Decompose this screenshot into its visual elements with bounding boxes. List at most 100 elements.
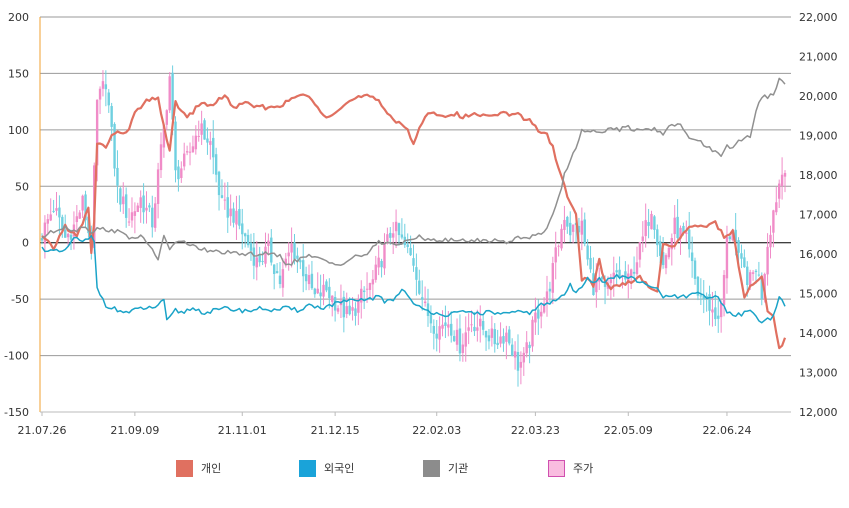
price-candle — [107, 92, 110, 106]
price-candle — [728, 236, 732, 240]
legend-item-institution[interactable]: 기관 — [423, 456, 468, 480]
price-candle — [223, 199, 227, 201]
price-candle — [217, 171, 221, 196]
legend-item-price[interactable]: 주가 — [548, 456, 593, 480]
price-candle — [412, 258, 415, 266]
price-candle — [188, 151, 192, 153]
x-tick-label: 22.05.09 — [604, 424, 653, 437]
price-candle — [229, 208, 232, 217]
price-candle — [699, 295, 703, 297]
price-candle — [124, 194, 128, 218]
legend: 개인 외국인 기관 주가 — [0, 456, 849, 480]
price-candle — [722, 274, 726, 305]
price-candle — [304, 274, 308, 282]
price-candle — [78, 212, 81, 219]
legend-swatch-individual — [176, 459, 193, 477]
price-candle — [333, 297, 337, 311]
price-candle — [551, 263, 555, 293]
x-tick-label: 21.07.26 — [18, 424, 67, 437]
price-candle — [264, 246, 267, 264]
price-candle — [542, 303, 546, 313]
price-candle — [209, 141, 212, 145]
y-right-tick-label: 12,000 — [799, 406, 838, 419]
price-candle — [769, 234, 772, 248]
price-candle — [389, 232, 392, 238]
series-line-institution — [41, 77, 786, 266]
price-candle — [368, 282, 372, 290]
price-candle — [249, 242, 253, 251]
price-candle — [302, 260, 305, 277]
price-candle — [467, 327, 470, 331]
price-candle — [586, 245, 589, 260]
price-candle — [737, 240, 740, 253]
price-candle — [328, 286, 331, 299]
price-candle — [275, 271, 279, 274]
price-candle — [290, 243, 293, 253]
price-candle — [101, 81, 105, 89]
x-tick-label: 21.11.01 — [218, 424, 267, 437]
legend-label-institution: 기관 — [448, 462, 469, 475]
price-candle — [162, 124, 166, 148]
price-candle — [598, 279, 601, 282]
price-candle — [278, 275, 282, 285]
price-candle — [682, 226, 685, 233]
price-candle — [319, 292, 322, 297]
price-candle — [452, 336, 456, 342]
price-candle — [177, 166, 180, 180]
price-candle — [351, 307, 354, 311]
price-candle — [455, 329, 459, 345]
price-candle — [510, 344, 514, 356]
price-candle — [336, 308, 340, 312]
axes: 200 150 100 50 0 -50 -100 -150 22,000 21,000 20,00… — [4, 11, 837, 437]
price-candle — [151, 207, 154, 228]
price-candle — [397, 223, 401, 236]
price-candle — [717, 315, 720, 319]
legend-label-price: 주가 — [573, 462, 594, 475]
price-candle — [130, 212, 134, 221]
price-candle — [661, 252, 665, 266]
price-candle — [342, 296, 346, 318]
price-candles — [40, 65, 787, 387]
price-candle — [751, 272, 755, 274]
price-candle — [212, 137, 215, 158]
price-candle — [423, 301, 427, 304]
price-candle — [595, 278, 598, 293]
price-candle — [313, 288, 317, 295]
price-candle — [540, 311, 543, 317]
price-candle — [61, 216, 64, 231]
legend-item-individual[interactable]: 개인 — [176, 456, 221, 480]
price-candle — [40, 237, 44, 241]
price-candle — [667, 247, 671, 258]
price-candle — [174, 121, 177, 171]
price-candle — [609, 279, 613, 284]
price-candle — [458, 328, 462, 354]
price-candle — [322, 284, 325, 297]
legend-item-foreign[interactable]: 외국인 — [299, 456, 354, 480]
price-candle — [95, 99, 99, 166]
price-candle — [479, 318, 482, 327]
y-right-tick-label: 13,000 — [799, 367, 838, 380]
price-candle — [113, 123, 116, 169]
legend-swatch-price — [548, 459, 565, 477]
price-candle — [493, 329, 496, 345]
price-candle — [371, 279, 375, 285]
price-candle — [142, 195, 145, 213]
price-candle — [522, 352, 525, 363]
price-candle — [153, 203, 157, 228]
price-candle — [754, 270, 758, 273]
price-candle — [255, 257, 258, 268]
price-candle — [133, 211, 137, 216]
price-candle — [708, 294, 711, 311]
price-candle — [580, 220, 584, 235]
price-candle — [200, 123, 203, 135]
price-candle — [688, 229, 691, 250]
price-candle — [528, 344, 531, 349]
price-candle — [81, 195, 84, 211]
price-candle — [560, 228, 563, 249]
price-candle — [505, 332, 508, 342]
series-line-individual — [41, 93, 787, 350]
price-candle — [571, 224, 575, 232]
price-candle — [159, 144, 163, 171]
price-candle — [673, 217, 676, 235]
price-candle — [702, 295, 705, 300]
